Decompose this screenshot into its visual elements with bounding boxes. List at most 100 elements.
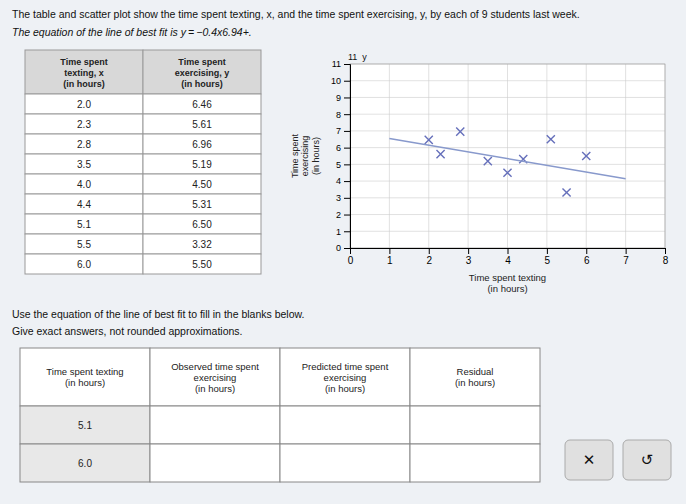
y-tick-mark <box>344 131 350 132</box>
scatter-point <box>456 128 464 136</box>
y-tick-label: 7 <box>336 126 341 136</box>
y-tick: 2 <box>336 210 350 220</box>
table-cell-text: 2.3 <box>77 119 91 130</box>
table-cell-text: 5.19 <box>192 159 212 170</box>
y-tick: 5 <box>336 160 350 170</box>
y-tick-mark <box>344 248 350 249</box>
scatter-point <box>547 135 555 143</box>
table-cell <box>25 114 143 134</box>
grid-line <box>350 197 665 198</box>
x-axis: 012345678 <box>348 248 669 266</box>
x-tick: 2 <box>426 248 432 266</box>
table-cell <box>25 234 143 254</box>
y-tick-mark <box>344 181 350 182</box>
grid-line <box>350 214 665 215</box>
table-cell <box>20 406 150 444</box>
x-tick: 6 <box>584 248 590 266</box>
x-tick-mark <box>389 248 390 254</box>
y-tick-mark <box>344 97 350 98</box>
y-tick-label: 4 <box>336 176 341 186</box>
table-cell <box>25 194 143 214</box>
page: The table and scatter plot show the time… <box>0 0 686 504</box>
table-header-cell <box>25 50 143 94</box>
y-tick-mark <box>344 148 350 149</box>
x-tick-mark <box>508 248 509 254</box>
instruction: Give exact answers, not rounded approxim… <box>12 325 243 337</box>
y-tick-label: 8 <box>336 110 341 120</box>
y-tick-label: 5 <box>336 160 341 170</box>
y-axis: 01234567891011 <box>331 59 351 253</box>
scatter-point <box>425 136 433 144</box>
y-tick-mark <box>344 231 350 232</box>
grid <box>350 64 665 248</box>
table-header: Predicted time spentexercising(in hours) <box>302 361 389 394</box>
y-tick: 9 <box>336 93 350 103</box>
grid-line <box>546 64 547 248</box>
y-tick-label: 2 <box>336 210 341 220</box>
table-cell <box>25 154 143 174</box>
table-cell <box>150 444 280 482</box>
plot-background <box>350 64 665 248</box>
table-cell-text: 2.0 <box>77 99 91 110</box>
x-tick-label: 5 <box>545 255 551 266</box>
table-header-cell <box>150 348 280 406</box>
button-box[interactable] <box>623 440 671 480</box>
table-header-cell <box>280 348 410 406</box>
table-cell <box>143 214 261 234</box>
y-tick: 8 <box>336 110 350 120</box>
y-tick-mark <box>344 198 350 199</box>
table-cell-text: 6.50 <box>192 219 212 230</box>
table-cell-text: 5.1 <box>77 219 91 230</box>
x-tick-mark <box>429 248 430 254</box>
grid-line <box>507 64 508 248</box>
y-tick-label: 11 <box>332 59 341 69</box>
y-tick-mark <box>344 64 350 65</box>
x-tick: 8 <box>663 248 669 266</box>
y-tick-mark <box>344 164 350 165</box>
table-cell <box>25 214 143 234</box>
grid-line <box>350 231 665 232</box>
answer-table: Time spent texting(in hours)Observed tim… <box>20 348 540 482</box>
y-tick-mark <box>344 81 350 82</box>
button-label[interactable]: ↺ <box>641 451 654 468</box>
table-cell-text: 5.5 <box>77 239 91 250</box>
y-tick-label: 1 <box>336 227 341 237</box>
table-cell <box>410 444 540 482</box>
y-tick-label: 6 <box>336 143 341 153</box>
table-cell <box>143 254 261 274</box>
table-cell <box>25 174 143 194</box>
table-cell <box>25 94 143 114</box>
plot-frame <box>350 64 665 248</box>
table-cell <box>20 444 150 482</box>
y-tick: 7 <box>336 126 350 136</box>
table-header: Time spentexercising, y(in hours) <box>175 57 230 89</box>
x-tick: 3 <box>466 248 472 266</box>
grid-line <box>468 64 469 248</box>
scatter-point <box>562 188 570 196</box>
title: The table and scatter plot show the time… <box>12 8 580 20</box>
grid-line <box>428 64 429 248</box>
button[interactable]: ↺ <box>623 440 671 480</box>
table-cell <box>25 134 143 154</box>
button-box[interactable] <box>565 440 613 480</box>
grid-line <box>389 64 390 248</box>
data-table: Time spenttexting, x(in hours)Time spent… <box>25 50 261 274</box>
y-tick: 3 <box>336 193 350 203</box>
grid-line <box>350 147 665 148</box>
x-tick-mark <box>586 248 587 254</box>
annotation: 11 y <box>348 52 367 62</box>
x-tick-mark <box>468 248 469 254</box>
x-tick-label: 6 <box>584 255 590 266</box>
table-cell <box>143 134 261 154</box>
y-tick-mark <box>344 215 350 216</box>
table-cell-text: 6.0 <box>78 458 92 469</box>
button[interactable]: ✕ <box>565 440 613 480</box>
grid-line <box>350 80 665 81</box>
table-cell <box>143 94 261 114</box>
scatter-point <box>503 169 511 177</box>
button-label[interactable]: ✕ <box>583 451 596 468</box>
table-cell-text: 3.5 <box>77 159 91 170</box>
x-tick-label: 1 <box>387 255 393 266</box>
table-cell-text: 4.4 <box>77 199 91 210</box>
grid-line <box>350 97 665 98</box>
